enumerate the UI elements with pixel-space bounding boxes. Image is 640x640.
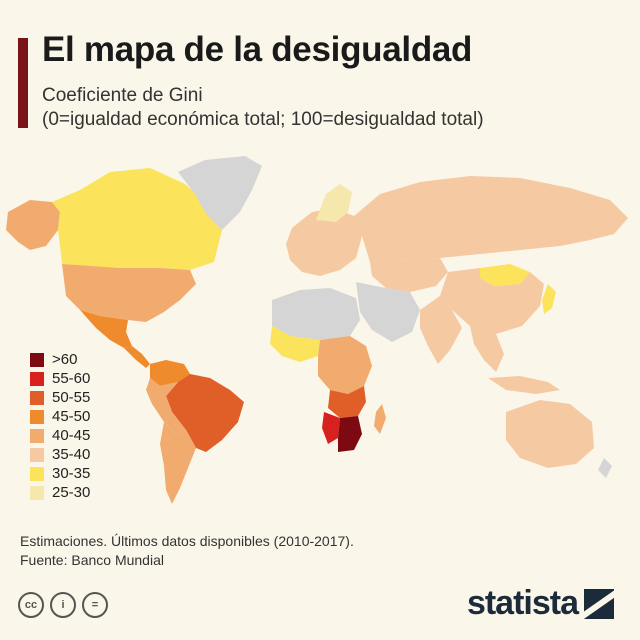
brand-logo: statista [467,584,614,623]
region-north-africa [272,288,360,340]
legend-label: 55-60 [52,370,91,387]
legend-swatch [30,390,44,405]
region-indonesia [488,376,560,394]
legend-item: 45-50 [30,407,90,426]
region-greenland [178,156,262,230]
region-russia [354,176,628,262]
legend-label: 40-45 [52,427,91,444]
legend-swatch [30,447,44,462]
region-madagascar [374,404,386,434]
legend: >60 55-60 50-55 45-50 40-45 35-40 30-35 … [30,350,90,502]
legend-swatch [30,371,44,386]
cc-icon: cc [18,592,44,618]
legend-label: 30-35 [52,465,91,482]
region-central-america [124,346,150,368]
region-peru-bolivia [146,378,186,434]
region-south-africa [338,416,362,452]
region-new-zealand [598,458,612,478]
nd-icon: = [82,592,108,618]
legend-item: 35-40 [30,445,90,464]
legend-label: 25-30 [52,484,91,501]
region-canada [52,168,222,270]
region-india [420,296,462,364]
world-map [6,156,628,504]
page-title: El mapa de la desigualdad [42,30,473,69]
statista-logo-icon [584,588,614,619]
region-argentina-chile [160,422,196,504]
region-china [440,268,544,334]
legend-swatch [30,466,44,481]
region-central-africa [318,336,372,394]
legend-swatch [30,409,44,424]
legend-swatch [30,428,44,443]
region-namibia [322,412,340,444]
subtitle-line-1: Coeficiente de Gini [42,85,203,106]
region-usa [62,264,196,322]
region-europe [286,208,362,276]
footnote-note: Estimaciones. Últimos datos disponibles … [20,533,354,549]
footnote: Estimaciones. Últimos datos disponibles … [20,532,354,570]
subtitle: Coeficiente de Gini (0=igualdad económic… [42,84,484,132]
region-brazil [166,374,244,452]
region-middle-east [356,282,420,342]
legend-label: 50-55 [52,389,91,406]
region-alaska [6,200,60,250]
region-colombia-venezuela [150,360,190,386]
subtitle-line-2: (0=igualdad económica total; 100=desigua… [42,109,484,130]
legend-swatch [30,485,44,500]
legend-item: 55-60 [30,369,90,388]
legend-item: >60 [30,350,90,369]
footnote-source: Fuente: Banco Mundial [20,552,164,568]
legend-label: 35-40 [52,446,91,463]
legend-item: 30-35 [30,464,90,483]
region-southeast-asia [470,326,504,372]
region-southern-africa-north [328,386,366,418]
region-mongolia [480,264,530,286]
license-icons: cc i = [18,592,108,618]
region-central-asia [370,258,448,292]
legend-label: >60 [52,351,78,368]
region-mexico [80,310,132,348]
title-accent-bar [18,38,28,128]
legend-item: 25-30 [30,483,90,502]
brand-name: statista [466,584,579,622]
region-australia [506,400,594,468]
region-scandinavia [316,184,352,222]
region-japan [542,284,556,314]
legend-item: 50-55 [30,388,90,407]
legend-item: 40-45 [30,426,90,445]
legend-swatch [30,352,44,367]
legend-label: 45-50 [52,408,91,425]
by-icon: i [50,592,76,618]
region-west-africa [270,326,320,362]
